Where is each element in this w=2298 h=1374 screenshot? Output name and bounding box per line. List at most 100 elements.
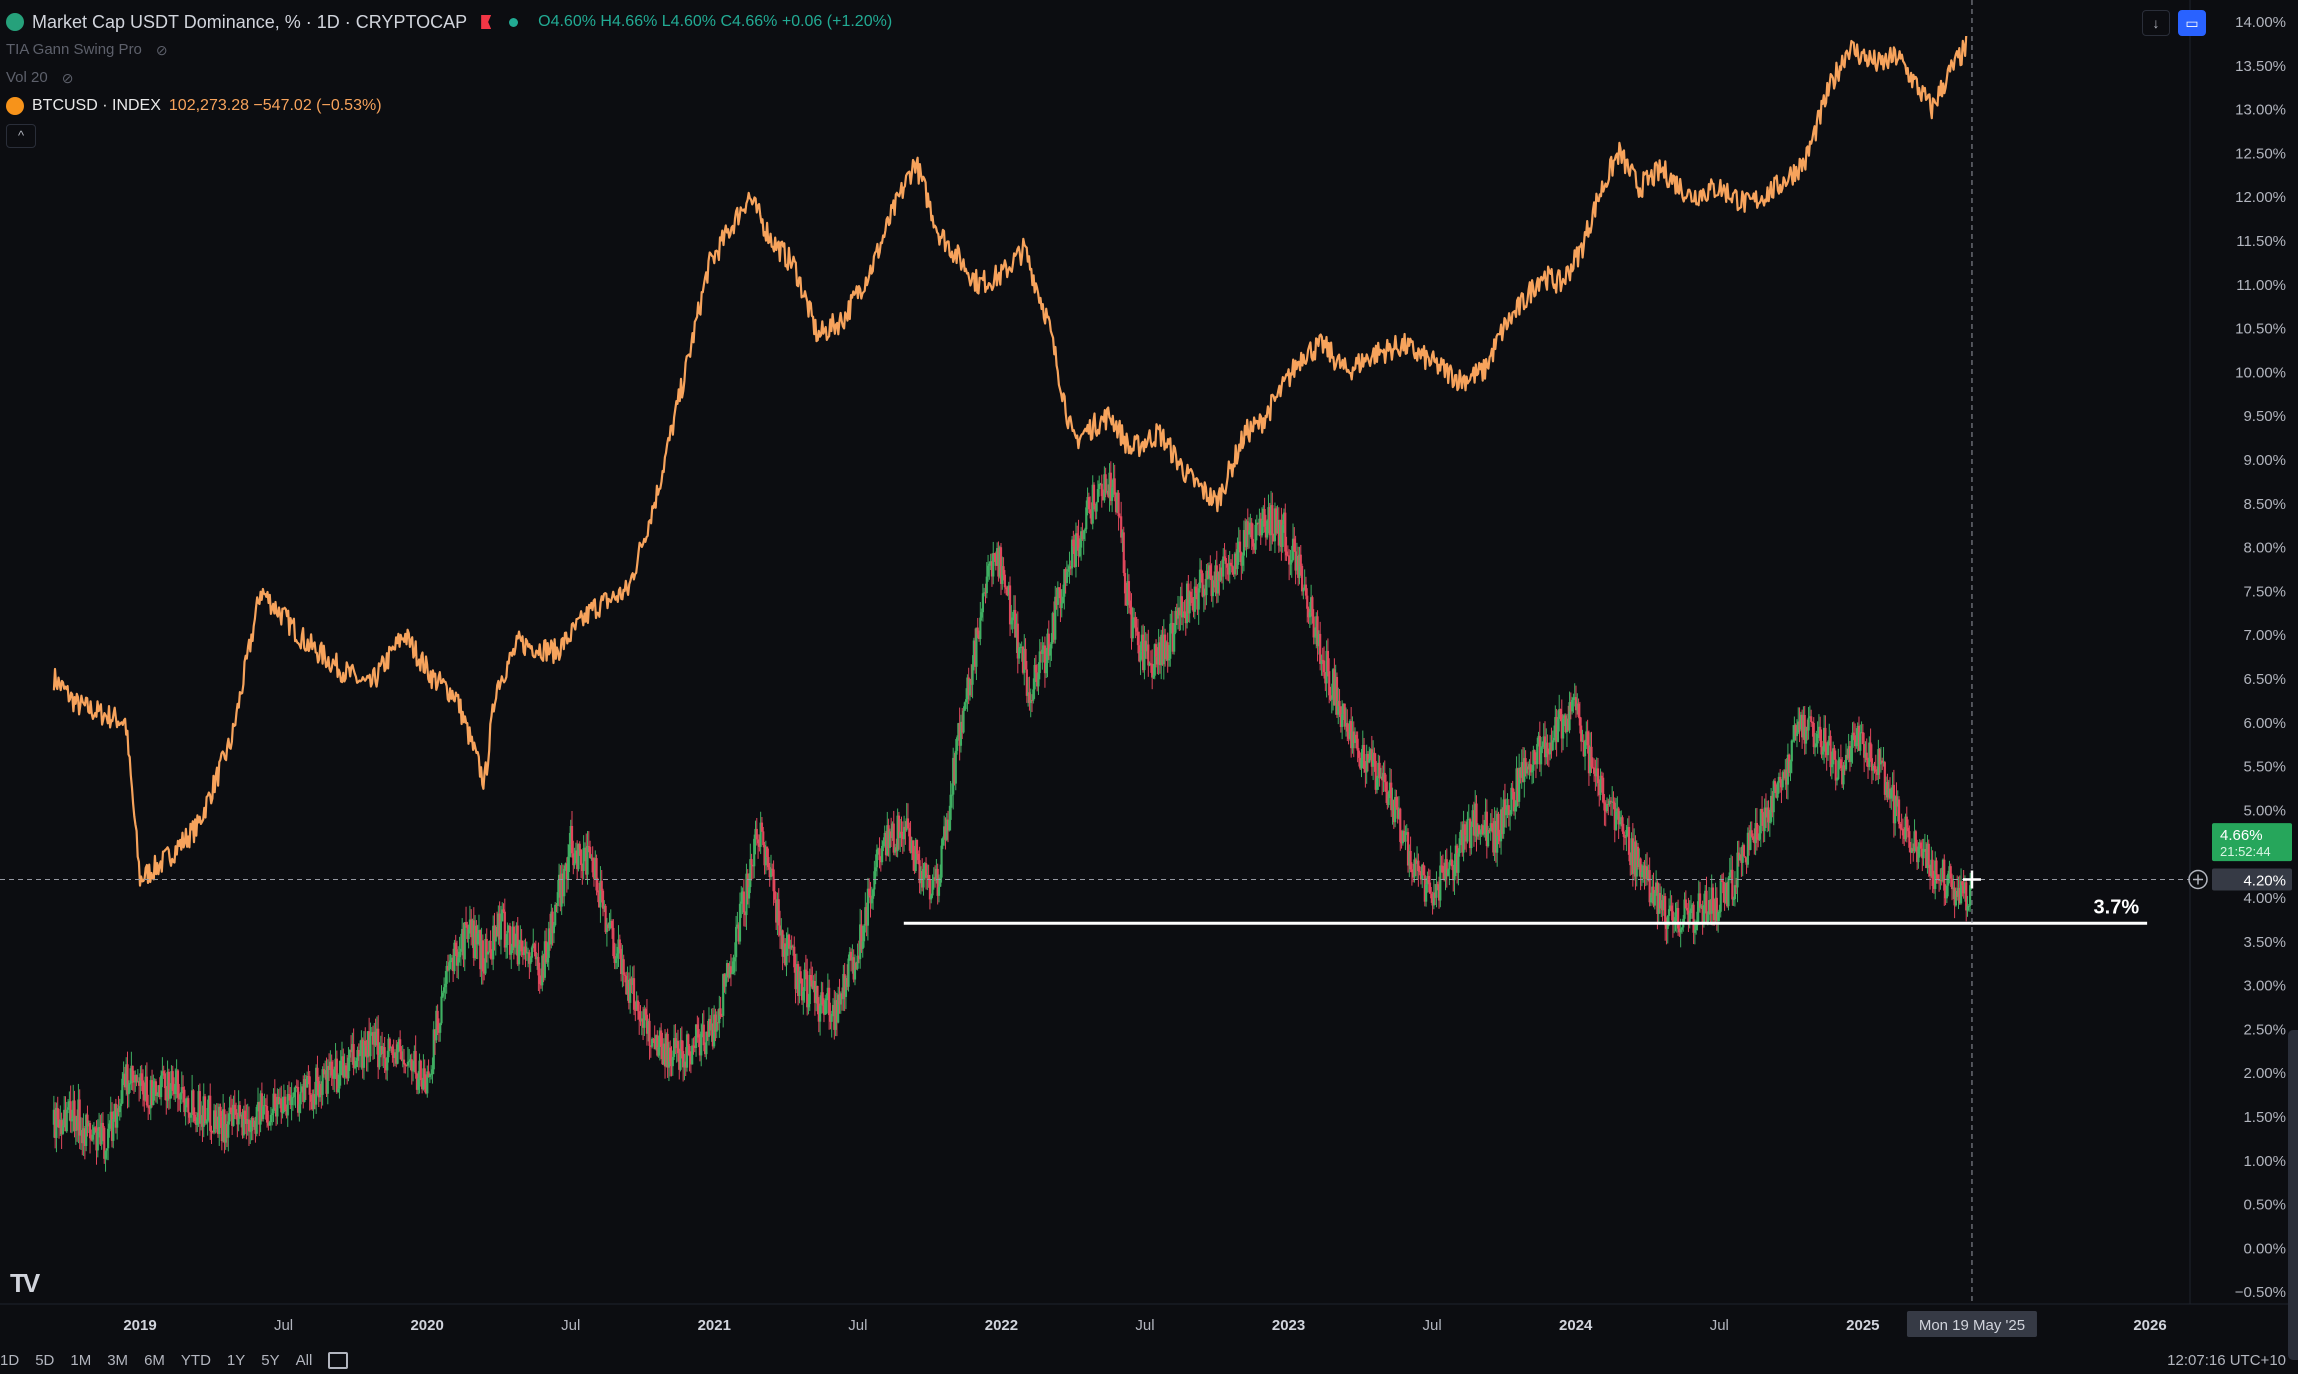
- candle[interactable]: [1833, 748, 1836, 760]
- candle[interactable]: [1563, 715, 1566, 719]
- candle[interactable]: [371, 1032, 375, 1045]
- candle[interactable]: [148, 1105, 151, 1109]
- candle[interactable]: [383, 1047, 386, 1059]
- candle[interactable]: [526, 952, 530, 954]
- candle[interactable]: [355, 1060, 358, 1067]
- candle[interactable]: [1860, 732, 1863, 734]
- candle[interactable]: [875, 849, 879, 868]
- candle[interactable]: [824, 1000, 827, 1015]
- range-button[interactable]: YTD: [180, 1352, 211, 1369]
- candle[interactable]: [498, 913, 501, 940]
- candle[interactable]: [651, 1038, 654, 1047]
- candle[interactable]: [463, 922, 466, 960]
- candle[interactable]: [657, 1047, 660, 1056]
- candle[interactable]: [1857, 725, 1861, 751]
- candle[interactable]: [1748, 832, 1751, 850]
- candle[interactable]: [353, 1066, 357, 1068]
- candle[interactable]: [454, 942, 457, 950]
- candle[interactable]: [427, 1071, 430, 1078]
- candle[interactable]: [713, 1014, 716, 1047]
- candle[interactable]: [1308, 612, 1311, 618]
- candle[interactable]: [1714, 897, 1717, 921]
- candle[interactable]: [1777, 776, 1780, 783]
- candle[interactable]: [1806, 727, 1809, 731]
- candle[interactable]: [1957, 887, 1960, 897]
- candle[interactable]: [467, 929, 470, 940]
- candle[interactable]: [1865, 752, 1868, 761]
- candle[interactable]: [1056, 587, 1059, 605]
- candle[interactable]: [1543, 736, 1547, 758]
- candle[interactable]: [218, 1106, 221, 1135]
- candle[interactable]: [251, 1117, 254, 1127]
- candle[interactable]: [800, 978, 804, 1001]
- candle[interactable]: [128, 1083, 132, 1085]
- candle[interactable]: [144, 1076, 147, 1101]
- candle[interactable]: [705, 1031, 708, 1055]
- candle[interactable]: [685, 1034, 689, 1068]
- candle[interactable]: [493, 925, 496, 942]
- candle[interactable]: [242, 1110, 245, 1136]
- candle[interactable]: [1709, 900, 1712, 914]
- candle[interactable]: [865, 907, 868, 926]
- candle[interactable]: [330, 1061, 333, 1076]
- candle[interactable]: [1741, 845, 1744, 863]
- candle[interactable]: [1586, 731, 1589, 746]
- candle[interactable]: [1846, 754, 1849, 759]
- candle[interactable]: [1055, 596, 1058, 605]
- candle[interactable]: [162, 1071, 165, 1074]
- candle[interactable]: [1414, 859, 1417, 864]
- candle[interactable]: [957, 723, 960, 738]
- candle[interactable]: [738, 903, 742, 942]
- candle[interactable]: [675, 1040, 678, 1048]
- candle[interactable]: [203, 1096, 207, 1124]
- candle[interactable]: [679, 1040, 682, 1070]
- candle[interactable]: [1713, 910, 1716, 921]
- candle[interactable]: [563, 868, 566, 897]
- candle[interactable]: [1689, 908, 1693, 914]
- candle[interactable]: [1231, 565, 1234, 573]
- candle[interactable]: [1788, 754, 1791, 773]
- candle[interactable]: [918, 860, 921, 884]
- candle[interactable]: [1894, 796, 1897, 824]
- candle[interactable]: [362, 1040, 366, 1068]
- candle[interactable]: [1094, 505, 1097, 512]
- candle[interactable]: [79, 1130, 83, 1136]
- candle[interactable]: [998, 547, 1001, 577]
- candle[interactable]: [1859, 732, 1862, 751]
- candle[interactable]: [719, 1008, 722, 1016]
- candle[interactable]: [1210, 575, 1213, 597]
- candle[interactable]: [437, 1030, 441, 1033]
- candle[interactable]: [507, 925, 510, 931]
- candle[interactable]: [392, 1055, 395, 1058]
- candle[interactable]: [1382, 772, 1385, 781]
- candle[interactable]: [1043, 645, 1047, 674]
- candle[interactable]: [1400, 841, 1403, 844]
- candle[interactable]: [1334, 676, 1337, 706]
- candle[interactable]: [486, 951, 490, 955]
- candle[interactable]: [1688, 913, 1691, 925]
- candle[interactable]: [1555, 717, 1558, 742]
- candle[interactable]: [1201, 573, 1204, 597]
- range-button[interactable]: 5D: [35, 1352, 55, 1369]
- candle[interactable]: [1786, 754, 1790, 785]
- candle[interactable]: [116, 1108, 119, 1128]
- candle[interactable]: [284, 1096, 287, 1110]
- candle[interactable]: [87, 1123, 90, 1127]
- candle[interactable]: [117, 1108, 120, 1113]
- candle[interactable]: [334, 1058, 337, 1070]
- candle[interactable]: [1604, 810, 1607, 812]
- candle[interactable]: [180, 1087, 183, 1094]
- candle[interactable]: [1288, 555, 1291, 565]
- candle[interactable]: [753, 838, 756, 867]
- candle[interactable]: [931, 878, 934, 896]
- candle[interactable]: [1042, 645, 1045, 650]
- candle[interactable]: [1103, 474, 1106, 501]
- candle[interactable]: [635, 1000, 638, 1010]
- candle[interactable]: [568, 844, 571, 857]
- candle[interactable]: [1099, 483, 1102, 485]
- candle[interactable]: [1307, 608, 1310, 618]
- candle[interactable]: [1696, 911, 1699, 923]
- candle[interactable]: [890, 831, 893, 839]
